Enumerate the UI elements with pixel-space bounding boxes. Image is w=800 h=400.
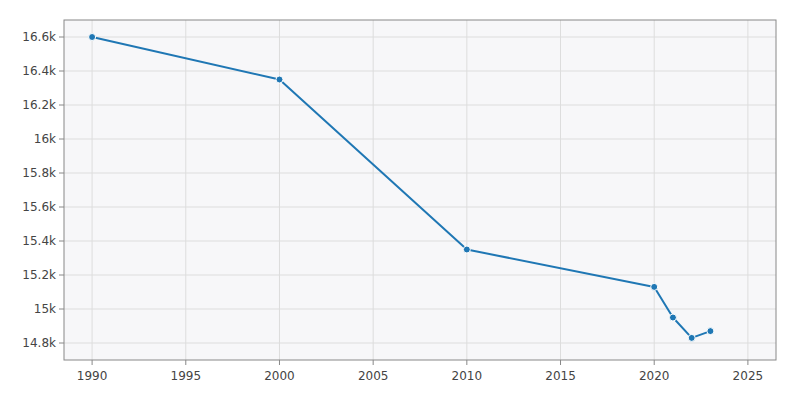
y-tick-label: 15.8k [22, 166, 56, 180]
x-tick-label: 1990 [77, 369, 108, 383]
x-grid-line [92, 20, 93, 360]
y-grid-line [64, 37, 776, 38]
y-tick [59, 105, 64, 106]
y-tick-label: 15.4k [22, 234, 56, 248]
x-grid-line [466, 20, 467, 360]
y-grid-line [64, 71, 776, 72]
y-grid-line [64, 173, 776, 174]
y-tick [59, 71, 64, 72]
y-tick [59, 173, 64, 174]
x-tick [92, 360, 93, 365]
x-tick [747, 360, 748, 365]
series [89, 34, 714, 342]
y-tick [59, 139, 64, 140]
y-grid-line [64, 275, 776, 276]
plot-frame [64, 20, 776, 360]
y-tick-label: 15.2k [22, 268, 56, 282]
grid [64, 20, 776, 360]
y-tick [59, 207, 64, 208]
x-tick-label: 1995 [171, 369, 202, 383]
y-grid-line [64, 139, 776, 140]
y-grid-line [64, 309, 776, 310]
point [463, 246, 470, 253]
x-tick-label: 2000 [264, 369, 295, 383]
y-tick [59, 343, 64, 344]
axes: 14.8k 15k 15.2k 15.4k 15.6k 15.8k 16k 16.2k 16.4… [22, 20, 776, 383]
y-grid-line [64, 343, 776, 344]
x-tick-label: 2015 [545, 369, 576, 383]
point [89, 34, 96, 41]
y-grid-line [64, 241, 776, 242]
x-tick [373, 360, 374, 365]
y-grid-line [64, 105, 776, 106]
x-tick [654, 360, 655, 365]
point [669, 314, 676, 321]
plot-area [64, 20, 776, 360]
x-tick [560, 360, 561, 365]
x-grid-line [373, 20, 374, 360]
chart: 14.8k 15k 15.2k 15.4k 15.6k 15.8k 16k 16.2k 16.4… [0, 0, 800, 400]
x-grid-line [185, 20, 186, 360]
x-tick [279, 360, 280, 365]
x-tick-label: 2020 [639, 369, 670, 383]
point [276, 76, 283, 83]
y-tick-label: 14.8k [22, 336, 56, 350]
x-grid-line [654, 20, 655, 360]
y-tick [59, 275, 64, 276]
y-tick-label: 15.6k [22, 200, 56, 214]
point [688, 334, 695, 341]
y-tick-label: 15k [34, 302, 56, 316]
y-tick-label: 16.6k [22, 30, 56, 44]
x-tick-label: 2025 [733, 369, 764, 383]
y-tick [59, 241, 64, 242]
x-tick [466, 360, 467, 365]
x-tick [185, 360, 186, 365]
chart-container: 14.8k 15k 15.2k 15.4k 15.6k 15.8k 16k 16.2k 16.4… [0, 0, 800, 400]
y-tick [59, 309, 64, 310]
x-grid-line [279, 20, 280, 360]
y-tick [59, 37, 64, 38]
point [707, 328, 714, 335]
y-tick-label: 16k [34, 132, 56, 146]
x-tick-label: 2005 [358, 369, 389, 383]
point [651, 283, 658, 290]
x-grid-line [747, 20, 748, 360]
line [92, 37, 710, 338]
y-tick-label: 16.2k [22, 98, 56, 112]
x-tick-label: 2010 [452, 369, 483, 383]
y-tick-label: 16.4k [22, 64, 56, 78]
x-grid-line [560, 20, 561, 360]
